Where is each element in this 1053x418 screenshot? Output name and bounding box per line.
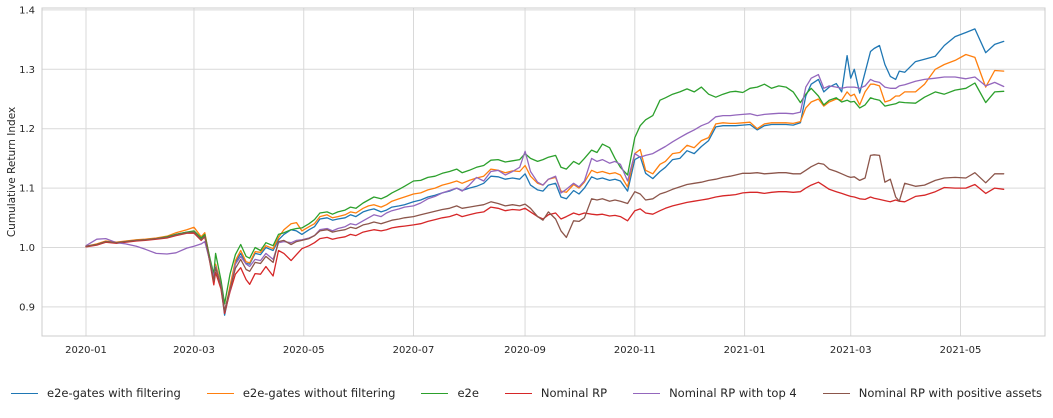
series-layer <box>85 28 1005 316</box>
legend-item-nominal-rp-with-top-4: Nominal RP with top 4 <box>633 386 797 400</box>
x-tick-label: 2020-09 <box>504 345 546 356</box>
x-tick-label: 2020-05 <box>283 345 325 356</box>
legend-item-e2e: e2e <box>421 386 479 400</box>
x-tick-label: 2021-01 <box>724 345 766 356</box>
legend-line-swatch <box>421 392 449 394</box>
x-tick-label: 2020-03 <box>173 345 215 356</box>
legend-line-swatch <box>633 392 661 394</box>
tick-label-layer: 0.9 1.0 1.1 1.2 1.3 1.4 2020-01 2020-03 2020-05 2… <box>19 5 981 356</box>
x-tick-label: 2020-11 <box>614 345 656 356</box>
x-tick-label: 2021-03 <box>830 345 872 356</box>
legend-line-swatch <box>504 392 532 394</box>
legend-line-swatch <box>11 392 39 394</box>
y-tick-label: 0.9 <box>19 302 35 313</box>
y-tick-label: 1.3 <box>19 65 35 76</box>
series-line-e2e <box>85 82 1005 305</box>
x-tick-label: 2021-05 <box>940 345 982 356</box>
legend-item-nominal-rp: Nominal RP <box>504 386 608 400</box>
legend-label: Nominal RP <box>540 386 608 400</box>
legend-label: e2e <box>457 386 479 400</box>
plot-frame <box>41 7 1046 337</box>
y-tick-label: 1.4 <box>19 5 35 16</box>
legend-item-nominal-rp-with-positive-assets: Nominal RP with positive assets <box>822 386 1042 400</box>
series-line-nominal-rp <box>85 181 1005 315</box>
chart-legend: e2e-gates with filtering e2e-gates withou… <box>0 386 1053 400</box>
series-line-nominal-rp-with-top-4 <box>85 73 1005 312</box>
series-line-e2e-gates-with-filtering <box>85 28 1005 316</box>
legend-label: e2e-gates without filtering <box>242 386 396 400</box>
y-tick-label: 1.0 <box>19 243 35 254</box>
y-tick-label: 1.1 <box>19 184 35 195</box>
legend-line-swatch <box>822 392 850 394</box>
legend-line-swatch <box>206 392 234 394</box>
y-tick-label: 1.2 <box>19 124 35 135</box>
x-tick-label: 2020-07 <box>393 345 435 356</box>
legend-item-e2e-gates-without-filtering: e2e-gates without filtering <box>206 386 396 400</box>
legend-label: e2e-gates with filtering <box>47 386 181 400</box>
series-line-nominal-rp-with-positive-assets <box>85 154 1005 312</box>
legend-item-e2e-gates-with-filtering: e2e-gates with filtering <box>11 386 181 400</box>
chart-canvas: 0.9 1.0 1.1 1.2 1.3 1.4 2020-01 2020-03 2020-05 2… <box>6 5 1046 356</box>
x-tick-label: 2020-01 <box>65 345 107 356</box>
grid-layer <box>41 7 1046 337</box>
legend-label: Nominal RP with positive assets <box>858 386 1042 400</box>
legend-label: Nominal RP with top 4 <box>669 386 797 400</box>
y-axis-label: Cumulative Return Index <box>6 107 18 237</box>
